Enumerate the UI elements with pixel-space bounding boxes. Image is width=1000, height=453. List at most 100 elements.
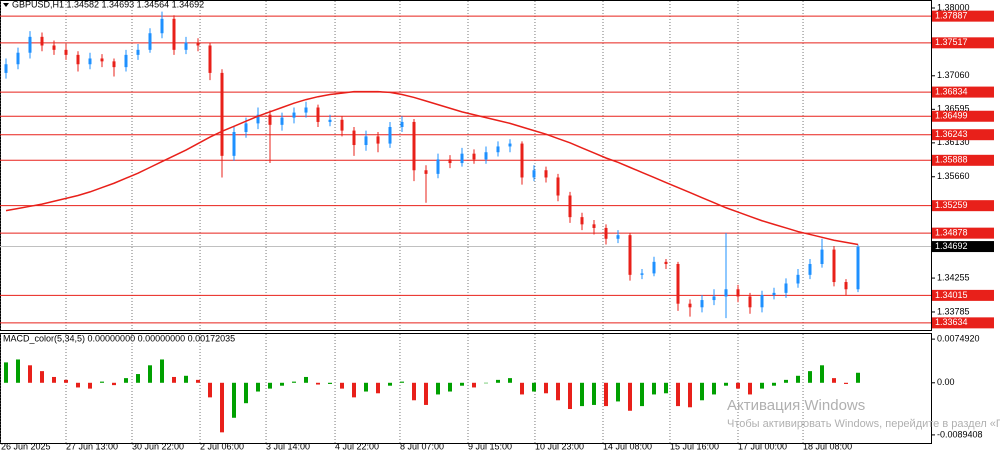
candle-body (40, 36, 44, 46)
x-tick-label: 30 Jun 22:00 (132, 441, 184, 451)
y-tick-label: 1.35660 (937, 171, 970, 181)
macd-bar (676, 382, 680, 407)
macd-bar (568, 382, 572, 410)
macd-bar (160, 359, 164, 383)
candle-body (112, 61, 116, 68)
moving-average (5, 90, 859, 246)
macd-bar (76, 382, 80, 388)
macd-bar (460, 382, 464, 386)
macd-bar (268, 382, 272, 389)
candle-body (616, 235, 620, 239)
candle-body (604, 227, 608, 239)
candle-body (28, 36, 32, 53)
candle-body (424, 170, 428, 174)
macd-bar (796, 375, 800, 383)
macd-bar (52, 376, 56, 383)
y-tick-label: 1.34255 (937, 272, 970, 282)
macd-bar (352, 382, 356, 398)
candle-body (184, 42, 188, 50)
macd-bar (208, 382, 212, 398)
x-tick-label: 2 Jul 06:00 (200, 441, 244, 451)
macd-bar (820, 365, 824, 383)
macd-bar (136, 374, 140, 383)
candle-body (688, 303, 692, 308)
candle-body (400, 121, 404, 127)
candle-body (748, 296, 752, 308)
macd-bar (220, 382, 224, 433)
level-tag (932, 227, 994, 239)
macd-bar (280, 382, 284, 386)
macd-bar (112, 382, 116, 386)
macd-bar (700, 382, 704, 401)
candle-body (532, 170, 536, 178)
menu-arrow (3, 3, 9, 7)
candle-body (472, 153, 476, 160)
watermark-title: Активация Windows (727, 397, 865, 414)
level-tag (932, 37, 994, 49)
chart-title: GBPUSD,H1 1.34582 1.34693 1.34564 1.3469… (12, 0, 204, 9)
candle-body (700, 300, 704, 308)
macd-bar (424, 382, 428, 405)
level-tag (932, 154, 994, 166)
macd-bar (316, 382, 320, 385)
candle-body (556, 177, 560, 196)
candle-body (844, 282, 848, 290)
candle-body (568, 195, 572, 218)
candle-body (808, 264, 812, 275)
macd-bar (388, 382, 392, 386)
x-tick-label: 26 Jun 2025 (1, 441, 51, 451)
macd-bar (244, 382, 248, 404)
candle-body (64, 49, 68, 55)
candle-body (508, 143, 512, 147)
macd-bar (496, 379, 500, 383)
macd-bar (148, 365, 152, 383)
candle-body (856, 246, 860, 290)
level-tag (932, 289, 994, 301)
y-tick-label: -0.0089408 (937, 429, 983, 439)
macd-bar (364, 382, 368, 392)
macd-bar (712, 382, 716, 395)
candle-body (460, 153, 464, 164)
candle-body (712, 296, 716, 301)
level-label: 1.35259 (935, 200, 968, 210)
level-label: 1.34015 (935, 290, 968, 300)
macd-bar (448, 382, 452, 392)
macd-bar (856, 372, 860, 383)
candle-body (268, 114, 272, 125)
y-tick-label: 1.38000 (937, 2, 970, 12)
y-tick-label: 1.33785 (937, 306, 970, 316)
candle-body (592, 224, 596, 228)
candle-body (628, 235, 632, 275)
macd-bar (724, 382, 728, 386)
candle-body (640, 273, 644, 275)
macd-bar (580, 382, 584, 407)
macd-bar (520, 382, 524, 395)
x-tick-label: 14 Jul 08:00 (603, 441, 652, 451)
candle-body (436, 159, 440, 174)
candle-body (208, 45, 212, 73)
macd-bar (196, 379, 200, 383)
macd-bar (472, 382, 476, 388)
macd-bar (172, 376, 176, 383)
candle-body (244, 123, 248, 133)
x-tick-label: 4 Jul 22:00 (335, 441, 379, 451)
candle-body (220, 72, 224, 156)
candle-body (148, 33, 152, 50)
x-tick-label: 17 Jul 00:00 (738, 441, 787, 451)
candle-body (352, 130, 356, 146)
candle-body (52, 45, 56, 50)
macd-bar (88, 382, 92, 389)
candle-body (160, 18, 164, 34)
macd-bar (412, 382, 416, 401)
level-label: 1.37887 (935, 11, 968, 21)
macd-bar (736, 382, 740, 389)
candle-body (496, 146, 500, 153)
current-price-label: 1.34692 (935, 241, 968, 251)
macd-bar (40, 371, 44, 383)
x-tick-label: 18 Jul 08:00 (803, 441, 852, 451)
candle-body (520, 143, 524, 178)
macd-bar (532, 382, 536, 392)
macd-bar (628, 382, 632, 411)
candle-body (76, 54, 80, 65)
y-tick-label: 1.37060 (937, 70, 970, 80)
